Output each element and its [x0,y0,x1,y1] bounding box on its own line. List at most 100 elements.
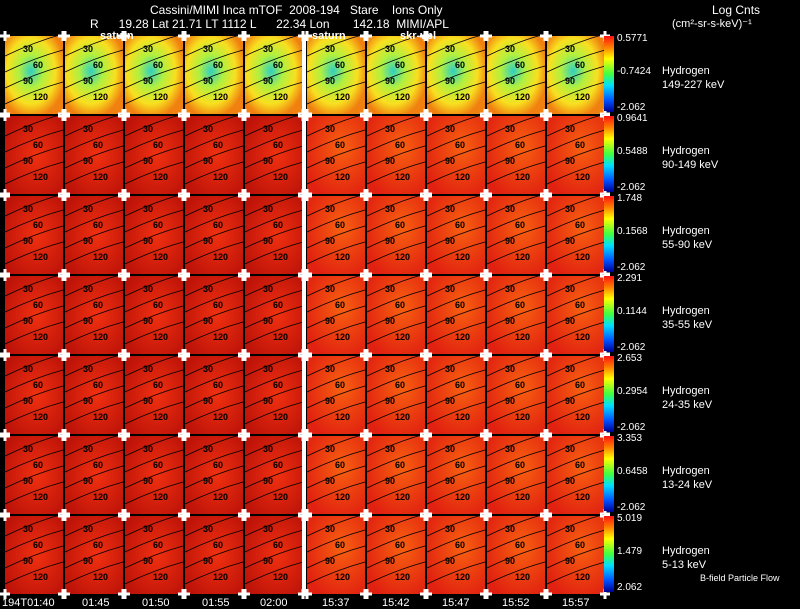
contour-line [184,161,244,185]
image-tile [487,196,545,274]
contour-label: 30 [445,524,455,534]
contour-line [4,81,64,105]
contour-label: 90 [325,156,335,166]
contour-line [546,241,606,265]
crosshair-marker [180,31,190,41]
image-tile [65,196,123,274]
crosshair-marker [120,191,130,201]
contour-label: 60 [575,540,585,550]
contour-line [124,401,184,425]
contour-label: 30 [385,44,395,54]
contour-label: 120 [335,172,350,182]
contour-label: 60 [515,140,525,150]
contour-label: 30 [263,444,273,454]
contour-line [366,161,426,185]
contour-line [486,561,546,585]
contour-label: 120 [153,492,168,502]
energy-range-label: 55-90 keV [662,239,713,251]
colorbar-max: 1.748 [617,193,643,204]
contour-label: 90 [83,476,93,486]
contour-line [4,225,64,249]
contour-line [306,465,366,489]
contour-line [4,241,64,265]
contour-line [426,161,486,185]
contour-line [64,305,124,329]
image-tile [367,436,425,514]
contour-line [124,65,184,89]
contour-label: 60 [395,460,405,470]
crosshair-marker [0,589,10,599]
orbit-info: R 19.28 Lat 21.71 LT 1112 L 22.34 Lon 14… [90,17,449,31]
contour-label: 60 [33,380,43,390]
target-label: skr-vpl [400,30,437,42]
contour-label: 120 [213,492,228,502]
contour-line [184,401,244,425]
contour-line [426,49,486,73]
contour-line [244,369,304,393]
contour-label: 30 [385,284,395,294]
contour-label: 30 [203,284,213,294]
contour-line [546,561,606,585]
time-label: 15:52 [502,597,530,609]
contour-label: 120 [575,172,590,182]
contour-line [366,465,426,489]
colorbar-mid: -0.7424 [617,66,651,77]
contour-label: 120 [395,92,410,102]
contour-label: 120 [575,92,590,102]
image-tile [307,276,365,354]
contour-label: 30 [143,44,153,54]
contour-line [64,545,124,569]
crosshair-marker [180,351,190,361]
contour-label: 90 [203,76,213,86]
contour-line [426,305,486,329]
contour-label: 120 [93,572,108,582]
contour-label: 90 [385,156,395,166]
energy-channel-label: Hydrogen 90-149 keV [662,144,718,172]
contour-label: 30 [445,124,455,134]
image-tile [547,116,605,194]
contour-line [184,529,244,553]
contour-label: 90 [23,76,33,86]
contour-line [546,321,606,345]
contour-label: 30 [505,124,515,134]
plot-title: Cassini/MIMI Inca mTOF 2008-194 Stare Io… [150,3,443,17]
energy-range-label: 149-227 keV [662,79,725,91]
energy-range-label: 5-13 keV [662,559,707,571]
contour-label: 30 [263,284,273,294]
contour-label: 120 [335,492,350,502]
contour-label: 120 [93,252,108,262]
contour-label: 120 [273,412,288,422]
crosshair-marker [542,31,552,41]
image-tile [547,436,605,514]
contour-label: 90 [565,156,575,166]
contour-label: 120 [33,332,48,342]
crosshair-marker [240,351,250,361]
contour-label: 30 [505,364,515,374]
contour-line [486,289,546,313]
species-label: Hydrogen [662,305,710,317]
contour-line [366,65,426,89]
contour-line [184,241,244,265]
contour-label: 90 [445,476,455,486]
contour-line [486,49,546,73]
contour-label: 120 [93,492,108,502]
contour-label: 60 [515,60,525,70]
contour-line [64,241,124,265]
contour-line [4,481,64,505]
contour-line [244,481,304,505]
contour-label: 120 [93,332,108,342]
image-tile [427,516,485,594]
contour-label: 90 [23,476,33,486]
contour-label: 60 [153,220,163,230]
image-tile [185,116,243,194]
colorbar [604,196,614,272]
contour-line [244,81,304,105]
contour-label: 120 [515,572,530,582]
contour-label: 90 [325,316,335,326]
crosshair-marker [422,351,432,361]
contour-line [426,465,486,489]
contour-line [124,161,184,185]
colorbar-min: -2.062 [617,502,646,513]
contour-label: 90 [83,316,93,326]
contour-label: 30 [565,444,575,454]
